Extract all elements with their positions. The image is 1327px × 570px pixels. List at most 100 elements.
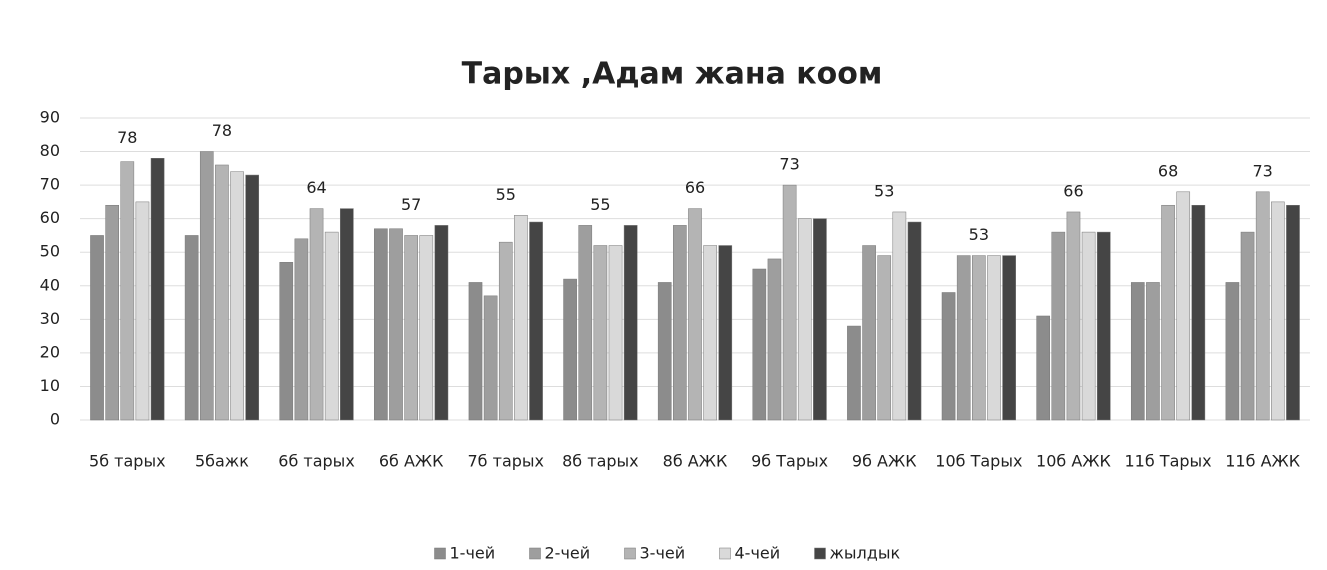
- bar: [1036, 315, 1051, 421]
- bar: [1225, 282, 1240, 421]
- legend-swatch: [624, 547, 636, 560]
- bar: [847, 325, 861, 421]
- bar: [1271, 201, 1285, 421]
- bar: [1096, 231, 1111, 421]
- bar: [529, 221, 543, 421]
- bar: [419, 235, 434, 421]
- x-tick-label: 11б АЖК: [1225, 452, 1300, 471]
- legend-swatch: [814, 547, 826, 560]
- bar: [877, 255, 892, 421]
- bar: [718, 245, 733, 421]
- legend-label: 1-чей: [450, 544, 496, 563]
- bar: [813, 218, 827, 421]
- bar: [309, 208, 324, 421]
- bar: [578, 225, 593, 421]
- bar: [892, 211, 907, 421]
- y-tick-label: 80: [40, 141, 60, 160]
- x-tick-label: 10б АЖК: [1036, 452, 1111, 471]
- bar: [339, 208, 354, 421]
- bar: [1002, 255, 1016, 421]
- x-tick-label: 5бажк: [195, 452, 249, 471]
- bar: [434, 225, 449, 421]
- bar: [279, 262, 294, 421]
- bar: [105, 204, 119, 421]
- bar: [657, 282, 672, 421]
- bar: [1066, 211, 1081, 421]
- bar: [324, 231, 339, 421]
- bar: [404, 235, 418, 421]
- legend-label: 2-чей: [545, 544, 591, 563]
- legend-label: жылдык: [830, 544, 901, 563]
- bar: [389, 228, 403, 421]
- y-tick-label: 10: [40, 376, 60, 395]
- group-label: 73: [779, 155, 799, 174]
- bar: [1146, 282, 1160, 421]
- bar: [703, 245, 717, 421]
- y-tick-label: 0: [50, 410, 60, 429]
- x-tick-label: 7б тарых: [468, 452, 545, 471]
- x-tick-label: 5б тарых: [89, 452, 166, 471]
- legend-label: 3-чей: [640, 544, 686, 563]
- x-tick-label: 9б АЖК: [852, 452, 917, 471]
- bar: [468, 282, 483, 421]
- bar: [862, 245, 876, 421]
- bar: [1286, 204, 1300, 421]
- bar: [230, 171, 244, 421]
- group-label: 64: [306, 178, 326, 197]
- bar: [907, 221, 922, 421]
- bar: [90, 235, 104, 421]
- bar: [1191, 204, 1206, 421]
- bar: [941, 292, 956, 421]
- bar: [1130, 282, 1145, 421]
- bar: [688, 208, 702, 421]
- legend-label: 4-чей: [735, 544, 781, 563]
- bar: [245, 174, 260, 421]
- x-tick-label: 10б Тарых: [935, 452, 1022, 471]
- group-label: 68: [1158, 161, 1178, 180]
- bar: [483, 295, 498, 421]
- bar: [593, 245, 608, 421]
- x-tick-label: 9б Тарых: [751, 452, 828, 471]
- bar: [374, 228, 388, 421]
- x-tick-label: 8б тарых: [562, 452, 639, 471]
- chart-title: Тарых ,Адам жана коом: [462, 57, 883, 92]
- bar: [150, 158, 165, 421]
- bar: [972, 255, 986, 421]
- bar: [199, 151, 214, 421]
- group-label: 73: [1253, 161, 1273, 180]
- bar: [752, 268, 767, 421]
- y-tick-label: 70: [40, 175, 60, 194]
- y-tick-label: 30: [40, 309, 60, 328]
- legend-swatch: [719, 547, 731, 560]
- group-label: 66: [685, 178, 705, 197]
- group-label: 78: [212, 121, 232, 140]
- bar: [1081, 231, 1096, 421]
- bar: [956, 255, 971, 421]
- group-label: 53: [969, 225, 989, 244]
- legend-swatch: [434, 547, 446, 560]
- group-label: 55: [496, 185, 516, 204]
- legend-swatch: [529, 547, 541, 560]
- bar: [608, 245, 623, 421]
- bar: [987, 255, 1001, 421]
- bar: [135, 201, 150, 421]
- bar: [623, 225, 638, 421]
- bar: [782, 184, 797, 421]
- group-label: 55: [590, 195, 610, 214]
- bar: [1051, 231, 1066, 421]
- y-tick-label: 60: [40, 208, 60, 227]
- bar: [120, 161, 135, 421]
- group-label: 53: [874, 181, 894, 200]
- bar: [1255, 191, 1270, 421]
- x-tick-label: 8б АЖК: [663, 452, 728, 471]
- y-tick-label: 20: [40, 342, 60, 361]
- bar: [294, 238, 309, 421]
- group-label: 66: [1063, 181, 1083, 200]
- y-tick-label: 50: [40, 242, 60, 261]
- group-label: 78: [117, 128, 137, 147]
- bar: [797, 218, 812, 421]
- bar: [563, 278, 577, 421]
- bar: [514, 215, 528, 421]
- bar: [498, 241, 513, 421]
